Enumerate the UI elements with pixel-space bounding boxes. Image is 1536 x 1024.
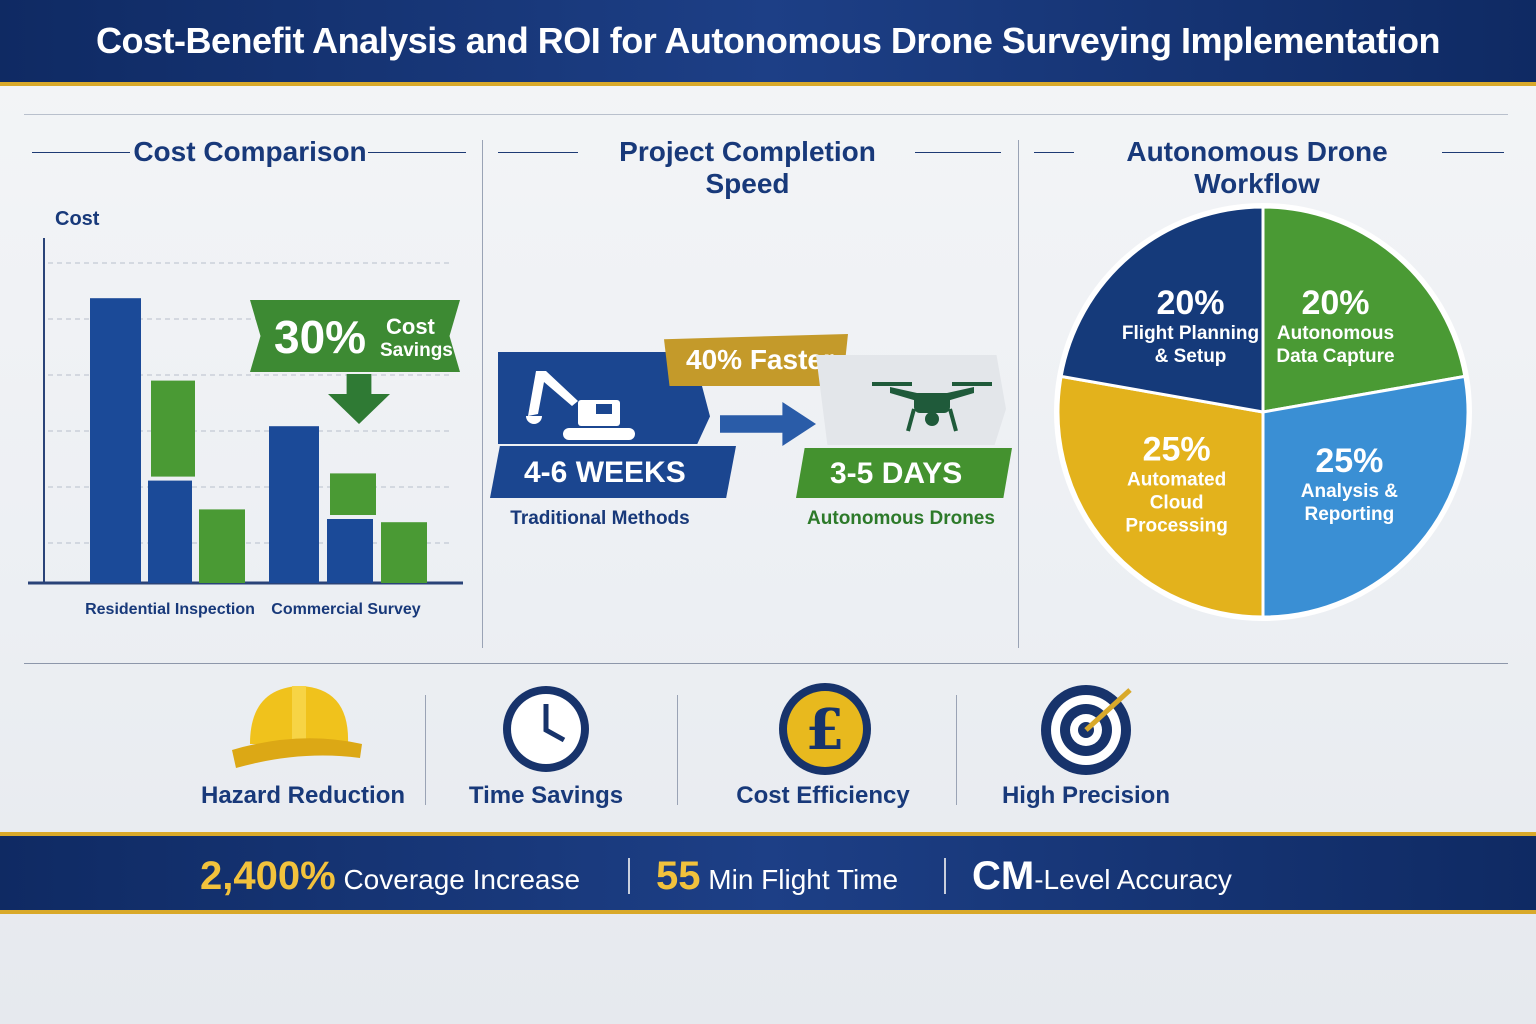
divider bbox=[944, 858, 946, 894]
traditional-label: Traditional Methods bbox=[510, 508, 690, 529]
section-title-workflow: Autonomous Drone Workflow bbox=[1126, 136, 1388, 199]
cost-savings-badge: 30% Cost Savings bbox=[250, 300, 460, 372]
divider bbox=[368, 152, 466, 153]
bar-traditional bbox=[90, 298, 141, 583]
stat-flight-time-value: 55 bbox=[656, 854, 701, 898]
benefit-hazard-reduction: Hazard Reduction bbox=[200, 782, 406, 809]
x-tick-label: Residential Inspection bbox=[85, 601, 255, 618]
stat-accuracy: CM-Level Accuracy bbox=[972, 854, 1232, 899]
drone-label: Autonomous Drones bbox=[807, 508, 995, 529]
svg-text:£: £ bbox=[806, 697, 845, 763]
divider bbox=[628, 858, 630, 894]
bar-drone bbox=[381, 522, 427, 583]
faster-text: 40% Faster bbox=[686, 344, 834, 375]
pound-coin-icon: £ bbox=[779, 683, 871, 775]
stat-coverage-label: Coverage Increase bbox=[343, 864, 581, 895]
right-arrow-icon bbox=[720, 402, 816, 446]
bar-traditional bbox=[269, 426, 319, 583]
workflow-pie-chart bbox=[1054, 203, 1472, 621]
drone-icon bbox=[872, 382, 992, 432]
divider bbox=[425, 695, 426, 805]
drone-panel bbox=[816, 355, 1006, 445]
divider bbox=[32, 152, 130, 153]
savings-text-1: Cost bbox=[386, 314, 435, 339]
section-title-cost: Cost Comparison bbox=[133, 136, 367, 167]
pie-slice bbox=[1059, 205, 1265, 414]
stat-coverage: 2,400% Coverage Increase bbox=[200, 854, 580, 899]
header-banner: Cost-Benefit Analysis and ROI for Autono… bbox=[0, 0, 1536, 86]
divider bbox=[1442, 152, 1504, 153]
benefit-high-precision: High Precision bbox=[1001, 782, 1171, 809]
benefit-cost-efficiency: Cost Efficiency bbox=[736, 782, 910, 809]
pie-slice bbox=[1261, 374, 1470, 619]
stat-accuracy-label: -Level Accuracy bbox=[1034, 864, 1232, 895]
bar-drone-stacked bbox=[148, 480, 192, 583]
cost-bar-chart: Cost Residential Inspection Commercial Sur… bbox=[28, 208, 463, 618]
divider bbox=[482, 140, 483, 648]
top-divider bbox=[24, 114, 1508, 115]
drone-duration-badge: 3-5 DAYS bbox=[796, 448, 1012, 498]
divider bbox=[24, 663, 1508, 664]
stats-banner: 2,400% Coverage Increase 55 Min Flight T… bbox=[0, 832, 1536, 914]
traditional-duration-badge: 4-6 WEEKS bbox=[490, 446, 736, 498]
bar-drone bbox=[199, 509, 245, 583]
stat-flight-time-label: Min Flight Time bbox=[708, 864, 899, 895]
pie-slice bbox=[1261, 205, 1467, 414]
pie-slice bbox=[1056, 374, 1265, 619]
bar-drone-stacked bbox=[151, 380, 195, 477]
bar-drone-stacked bbox=[330, 473, 376, 515]
stat-accuracy-value: CM bbox=[972, 854, 1035, 898]
drone-value: 3-5 DAYS bbox=[830, 457, 963, 490]
savings-percent: 30% bbox=[274, 311, 367, 363]
y-axis-label: Cost bbox=[55, 208, 100, 230]
x-tick-label: Commercial Survey bbox=[271, 601, 421, 618]
page-title: Cost-Benefit Analysis and ROI for Autono… bbox=[96, 20, 1440, 61]
bar-drone-stacked bbox=[327, 519, 373, 583]
hard-hat-icon bbox=[232, 686, 362, 768]
savings-text-2: Savings bbox=[380, 340, 453, 361]
divider bbox=[915, 152, 1001, 153]
divider bbox=[956, 695, 957, 805]
excavator-icon bbox=[526, 371, 635, 440]
divider bbox=[498, 152, 578, 153]
stat-coverage-value: 2,400% bbox=[200, 854, 336, 898]
benefit-time-savings: Time Savings bbox=[468, 782, 624, 809]
section-title-speed: Project Completion Speed bbox=[619, 136, 876, 199]
divider bbox=[677, 695, 678, 805]
divider bbox=[1034, 152, 1074, 153]
traditional-value: 4-6 WEEKS bbox=[524, 456, 686, 489]
stat-flight-time: 55 Min Flight Time bbox=[656, 854, 898, 899]
clock-icon bbox=[503, 686, 589, 772]
target-icon bbox=[1041, 685, 1132, 775]
divider bbox=[1018, 140, 1019, 648]
